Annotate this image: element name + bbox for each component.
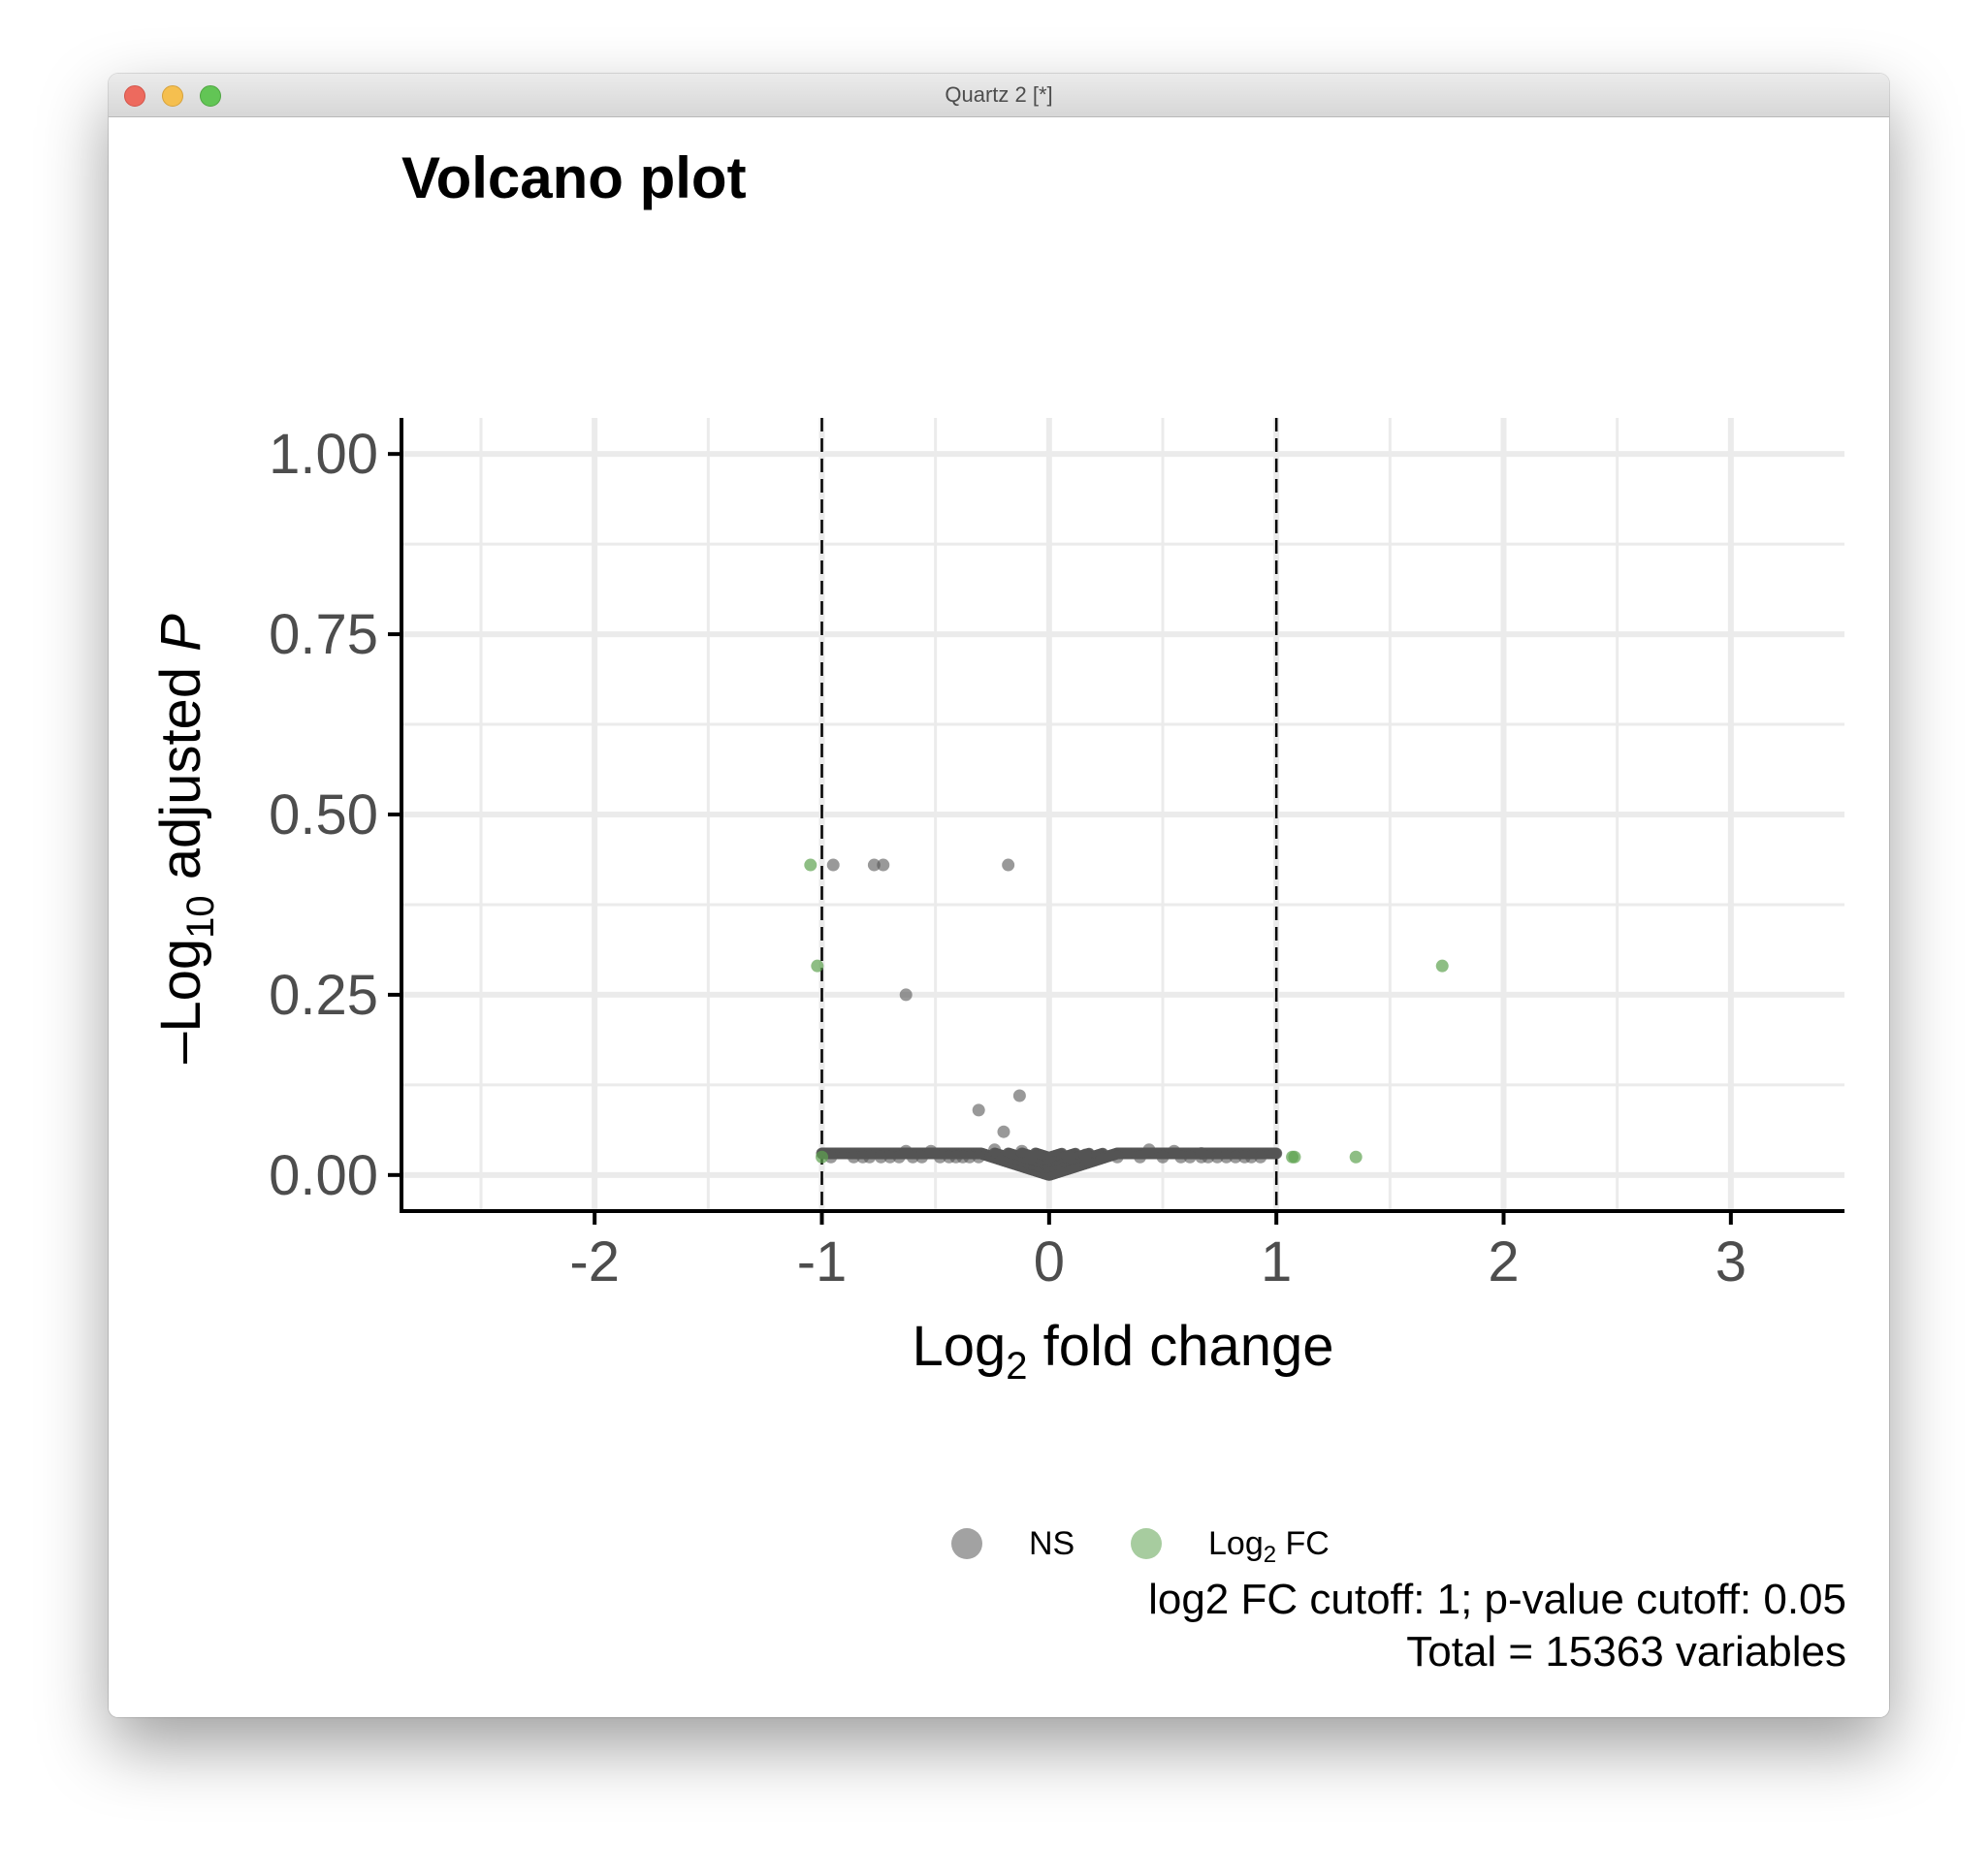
zoom-button[interactable]: [200, 85, 221, 107]
y-tick-label-2: 0.50: [269, 783, 378, 846]
legend-key-log2fc: [1131, 1528, 1162, 1559]
ns-point-32: [1142, 1143, 1156, 1157]
ns-point-33: [1156, 1150, 1170, 1164]
legend-label-log2fc: Log2 FC: [1208, 1525, 1330, 1568]
legend-key-ns: [951, 1528, 982, 1559]
ns-band-point-800: [1270, 1147, 1283, 1160]
ns-point-9: [847, 1150, 860, 1164]
close-button[interactable]: [124, 85, 145, 107]
ns-point-19: [933, 1150, 946, 1164]
ns-point-27: [1024, 1150, 1038, 1164]
ns-point-26: [1015, 1144, 1029, 1158]
ns-point-28: [1063, 1150, 1076, 1164]
plot-caption: log2 FC cutoff: 1; p-value cutoff: 0.05 …: [1148, 1574, 1846, 1678]
plot-area: Volcano plot -2 -1 0 1 2 3 0.00 0.25 0.50 0.75 1.00…: [109, 117, 1889, 1717]
ns-point-29: [1078, 1148, 1092, 1162]
ns-point-2: [877, 858, 890, 872]
ns-point-1: [867, 858, 881, 872]
log2fc-point-6: [1435, 959, 1449, 973]
ns-point-35: [1174, 1150, 1188, 1164]
caption-line-cutoffs: log2 FC cutoff: 1; p-value cutoff: 0.05: [1148, 1576, 1846, 1623]
log2fc-point-5: [1349, 1150, 1363, 1164]
ns-point-30: [1110, 1150, 1124, 1164]
legend-label-ns: NS: [1029, 1525, 1074, 1562]
ns-point-8: [824, 1150, 838, 1164]
ns-point-39: [1202, 1150, 1215, 1164]
x-axis-title: Log2 fold change: [912, 1315, 1333, 1388]
y-axis-title: –Log10 adjusted P: [149, 614, 222, 1064]
legend: NS Log2 FC: [951, 1525, 1330, 1568]
ns-point-31: [1134, 1150, 1147, 1164]
ns-point-23: [963, 1150, 977, 1164]
ns-point-44: [1244, 1150, 1258, 1164]
y-tick-label-3: 0.75: [269, 603, 378, 666]
caption-line-total: Total = 15363 variables: [1406, 1628, 1846, 1676]
ns-point-25: [988, 1143, 1002, 1157]
ns-point-36: [1183, 1150, 1197, 1164]
x-tick-label-3: 1: [1261, 1230, 1292, 1293]
ns-point-11: [863, 1150, 877, 1164]
x-tick-label-1: -1: [797, 1230, 848, 1293]
x-tick-label-0: -2: [569, 1230, 620, 1293]
y-tick-label-0: 0.00: [269, 1144, 378, 1207]
ns-point-5: [1012, 1089, 1026, 1102]
x-tick-label-2: 0: [1034, 1230, 1065, 1293]
y-tick-label-4: 1.00: [269, 423, 378, 486]
ns-point-16: [906, 1150, 919, 1164]
y-tick-label-1: 0.25: [269, 964, 378, 1027]
ns-point-24: [972, 1150, 985, 1164]
quartz-window: Quartz 2 [*] Volcano plot -2 -1 0 1 2 3 0.00 0.2…: [109, 74, 1889, 1717]
ns-point-3: [1002, 858, 1015, 872]
ns-point-12: [874, 1150, 887, 1164]
log2fc-point-4: [1288, 1150, 1301, 1164]
log2fc-point-0: [804, 858, 818, 872]
ns-point-42: [1229, 1150, 1242, 1164]
ns-point-6: [972, 1103, 985, 1117]
log2fc-point-2: [816, 1150, 829, 1164]
ns-point-40: [1210, 1150, 1224, 1164]
window-title: Quartz 2 [*]: [945, 82, 1053, 107]
ns-point-0: [826, 858, 840, 872]
ns-point-18: [924, 1144, 938, 1158]
volcano-plot: Volcano plot -2 -1 0 1 2 3 0.00 0.25 0.50 0.75 1.00…: [149, 145, 1844, 1568]
ns-point-45: [1254, 1150, 1267, 1164]
log2fc-point-1: [811, 959, 824, 973]
ns-point-17: [915, 1150, 929, 1164]
x-tick-label-5: 3: [1715, 1230, 1747, 1293]
x-tick-label-4: 2: [1488, 1230, 1519, 1293]
ns-point-7: [997, 1125, 1010, 1138]
chart-title: Volcano plot: [401, 145, 747, 210]
title-bar[interactable]: Quartz 2 [*]: [109, 74, 1889, 117]
ns-point-4: [899, 988, 913, 1002]
ns-point-41: [1220, 1150, 1234, 1164]
minimize-button[interactable]: [162, 85, 183, 107]
ns-point-13: [883, 1150, 897, 1164]
